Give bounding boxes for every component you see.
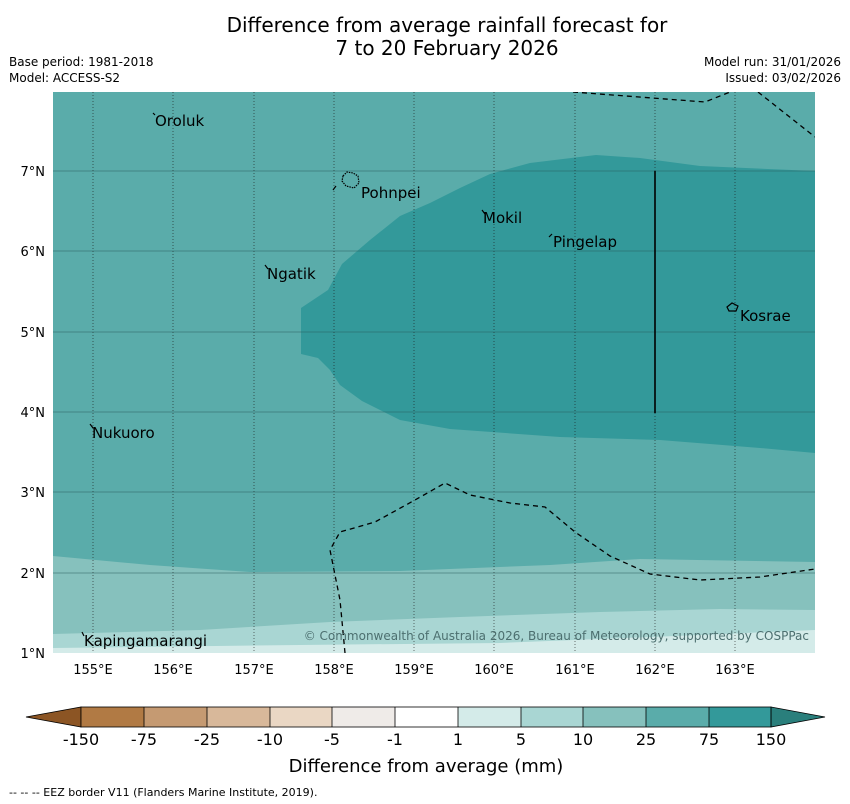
colorbar-tick: 5 [516,730,526,749]
kosrae-outline [726,302,739,312]
eez-footnote: -- -- -- EEZ border V11 (Flanders Marine… [9,786,318,799]
colorbar-tick: -150 [63,730,99,749]
eez-border-top-right [757,92,815,138]
colorbar-tick: -75 [131,730,157,749]
colorbar-frame [80,706,772,728]
place-label-pingelap: Pingelap [553,233,617,251]
meta-left: Base period: 1981-2018 Model: ACCESS-S2 [9,54,154,86]
colorbar-dividers [143,707,710,727]
lat-label: 3°N [21,486,46,501]
colorbar: -150 -75 -25 -10 -5 -1 1 5 10 25 75 150 … [25,706,826,777]
longitude-axis: 155°E 156°E 157°E 158°E 159°E 160°E 161°… [73,663,755,678]
lon-label: 163°E [715,663,755,678]
lat-gridlines [53,170,815,574]
place-label-pohnpei: Pohnpei [361,184,421,202]
colorbar-segment [81,707,144,727]
lon-label: 157°E [234,663,274,678]
lat-label: 5°N [21,326,46,341]
colorbar-tick: 1 [453,730,463,749]
lat-label: 4°N [21,406,46,421]
islands [81,112,739,637]
band-75-150 [301,155,815,453]
lon-label: 155°E [73,663,113,678]
eez-border-south [329,482,815,653]
map-plot-area: Oroluk Pohnpei Mokil Pingelap Ngatik Kos… [53,92,815,653]
colorbar-tick: 75 [699,730,719,749]
place-label-ngatik: Ngatik [267,265,316,283]
lat-label: 2°N [21,567,46,582]
model-name: Model: ACCESS-S2 [9,71,121,85]
lat-label: 7°N [21,165,46,180]
colorbar-label: Difference from average (mm) [289,756,564,777]
mokil-mark [481,209,486,215]
colorbar-segment [583,707,646,727]
lon-label: 160°E [474,663,514,678]
lon-label: 161°E [555,663,595,678]
ngatik-mark [264,264,269,270]
place-label-oroluk: Oroluk [155,112,204,130]
copyright-note: © Commonwealth of Australia 2026, Bureau… [304,629,809,643]
title-line-1: Difference from average rainfall forecas… [226,13,668,37]
kapingamarangi-mark [81,631,85,637]
colorbar-segment [709,707,771,727]
nukuoro-mark [89,423,94,429]
lat-label: 6°N [21,245,46,260]
colorbar-segment [270,707,332,727]
colorbar-segment [144,707,207,727]
colorbar-tick: 150 [756,730,787,749]
place-label-kosrae: Kosrae [740,307,791,325]
colorbar-tick: -5 [324,730,340,749]
colorbar-segment [521,707,583,727]
colorbar-tick: -25 [194,730,220,749]
pohnpei-outline [341,171,360,189]
colorbar-low-arrow [25,706,82,728]
base-period: Base period: 1981-2018 [9,55,154,69]
place-label-mokil: Mokil [483,209,522,227]
place-label-nukuoro: Nukuoro [92,424,155,442]
model-run: Model run: 31/01/2026 [703,55,841,69]
colorbar-segment [207,707,270,727]
colorbar-segment [395,707,458,727]
latitude-axis: 7°N 6°N 5°N 4°N 3°N 2°N 1°N [21,165,46,662]
pingelap-mark [548,233,553,238]
colorbar-ticks: -150 -75 -25 -10 -5 -1 1 5 10 25 75 150 [63,730,786,749]
issued-date: Issued: 03/02/2026 [725,71,841,85]
lon-label: 158°E [314,663,354,678]
eez-border-top [572,92,732,103]
colorbar-tick: -10 [257,730,283,749]
place-labels: Oroluk Pohnpei Mokil Pingelap Ngatik Kos… [84,112,791,650]
colorbar-segment [458,707,521,727]
colorbar-tick: -1 [387,730,403,749]
band-1-5 [53,630,815,653]
lat-label: 1°N [21,647,46,662]
lon-label: 162°E [635,663,675,678]
map-title: Difference from average rainfall forecas… [0,14,850,60]
meta-right: Model run: 31/01/2026 Issued: 03/02/2026 [704,54,841,86]
lon-label: 159°E [394,663,434,678]
eez-borders [329,92,815,653]
colorbar-segment [332,707,395,727]
place-label-kapingamarangi: Kapingamarangi [84,632,207,650]
colorbar-tick: 10 [573,730,593,749]
colorbar-tick: 25 [636,730,656,749]
title-line-2: 7 to 20 February 2026 [335,36,559,60]
oroluk-mark [152,112,156,116]
colorbar-segment [646,707,709,727]
pohnpei-reef [332,185,337,191]
colorbar-high-arrow [770,706,826,728]
lon-label: 156°E [153,663,193,678]
